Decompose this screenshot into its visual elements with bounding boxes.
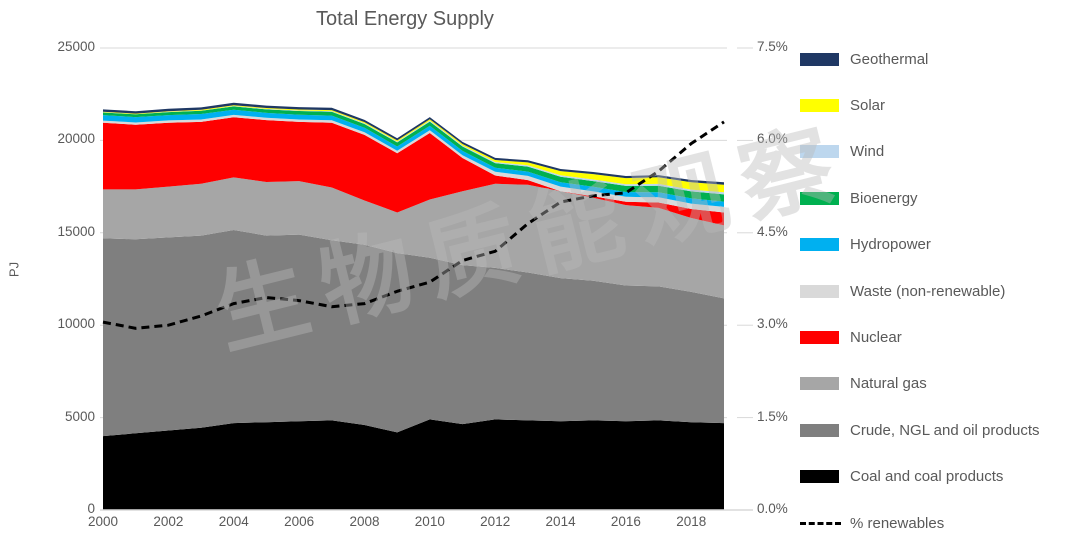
left-axis-tick: 0: [87, 501, 95, 516]
legend-item-hydropower: Hydropower: [800, 236, 931, 254]
x-axis-tick: 2010: [414, 514, 445, 529]
area-bioenergy: [103, 106, 724, 202]
area-crude-ngl-and-oil-products: [103, 230, 724, 437]
legend-label: Bioenergy: [850, 189, 918, 207]
x-axis-tick: 2006: [284, 514, 315, 529]
x-axis-tick: 2008: [349, 514, 380, 529]
legend-dashed-line-swatch: [800, 521, 841, 525]
legend-swatch: [800, 330, 839, 344]
x-axis-tick: 2004: [218, 514, 249, 529]
legend-label: % renewables: [850, 514, 945, 532]
legend-label: Solar: [850, 96, 886, 114]
x-axis-tick: 2014: [545, 514, 576, 529]
area-hydropower: [103, 109, 724, 207]
right-axis-tick: 3.0%: [757, 316, 788, 332]
legend-label: Natural gas: [850, 375, 927, 393]
x-axis-tick: 2000: [87, 514, 119, 529]
left-axis-tick: 10000: [57, 316, 95, 332]
left-axis-tick: 25000: [57, 39, 95, 54]
area-coal-and-coal-products: [103, 419, 724, 510]
legend-swatch: [800, 238, 839, 252]
legend-swatch: [800, 377, 839, 391]
left-axis-tick: 5000: [64, 408, 95, 424]
right-axis-tick: 4.5%: [757, 223, 788, 239]
area-solar: [103, 105, 724, 193]
legend-item-geothermal: Geothermal: [800, 50, 928, 68]
legend-item-waste-non-renewable-: Waste (non-renewable): [800, 282, 1005, 300]
legend-item-natural-gas: Natural gas: [800, 375, 927, 393]
legend-swatch: [800, 284, 839, 298]
legend-item-solar: Solar: [800, 96, 885, 114]
legend-swatch: [800, 423, 839, 437]
legend-label: Wind: [850, 143, 885, 161]
right-axis-tick: 6.0%: [757, 131, 788, 147]
legend-item-coal-and-coal-products: Coal and coal products: [800, 468, 1003, 486]
legend-swatch: [800, 52, 839, 66]
legend-item--renewables: % renewables: [800, 514, 944, 532]
right-axis-tick: 0.0%: [757, 501, 788, 516]
legend-item-nuclear: Nuclear: [800, 328, 902, 346]
legend-swatch: [800, 191, 839, 205]
legend-label: Hydropower: [850, 236, 931, 254]
x-axis-tick: 2018: [676, 514, 707, 529]
left-axis-tick: 20000: [57, 131, 95, 147]
area-natural-gas: [103, 177, 724, 299]
legend-swatch: [800, 470, 839, 484]
legend-item-wind: Wind: [800, 143, 884, 161]
legend-swatch: [800, 145, 839, 159]
right-axis-tick: 7.5%: [757, 39, 788, 54]
area-waste-non-renewable-: [103, 114, 724, 213]
left-axis-tick: 15000: [57, 223, 95, 239]
right-axis-tick: 1.5%: [757, 408, 788, 424]
area-wind: [103, 106, 724, 195]
area-geothermal: [103, 102, 724, 185]
legend-label: Waste (non-renewable): [850, 282, 1006, 300]
renewables-line: [102, 120, 725, 330]
legend-swatch: [800, 98, 839, 112]
area-nuclear: [103, 117, 724, 226]
x-axis-tick: 2002: [153, 514, 184, 529]
legend-label: Geothermal: [850, 50, 929, 68]
chart-title: Total Energy Supply: [316, 8, 494, 30]
x-axis-tick: 2012: [480, 514, 511, 529]
legend-label: Coal and coal products: [850, 468, 1004, 486]
legend-label: Nuclear: [850, 328, 902, 346]
legend-item-crude-ngl-and-oil-products: Crude, NGL and oil products: [800, 421, 1040, 439]
y-axis-title: PJ: [6, 261, 22, 278]
legend-label: Crude, NGL and oil products: [850, 421, 1040, 439]
legend-item-bioenergy: Bioenergy: [800, 189, 918, 207]
x-axis-tick: 2016: [610, 514, 641, 529]
